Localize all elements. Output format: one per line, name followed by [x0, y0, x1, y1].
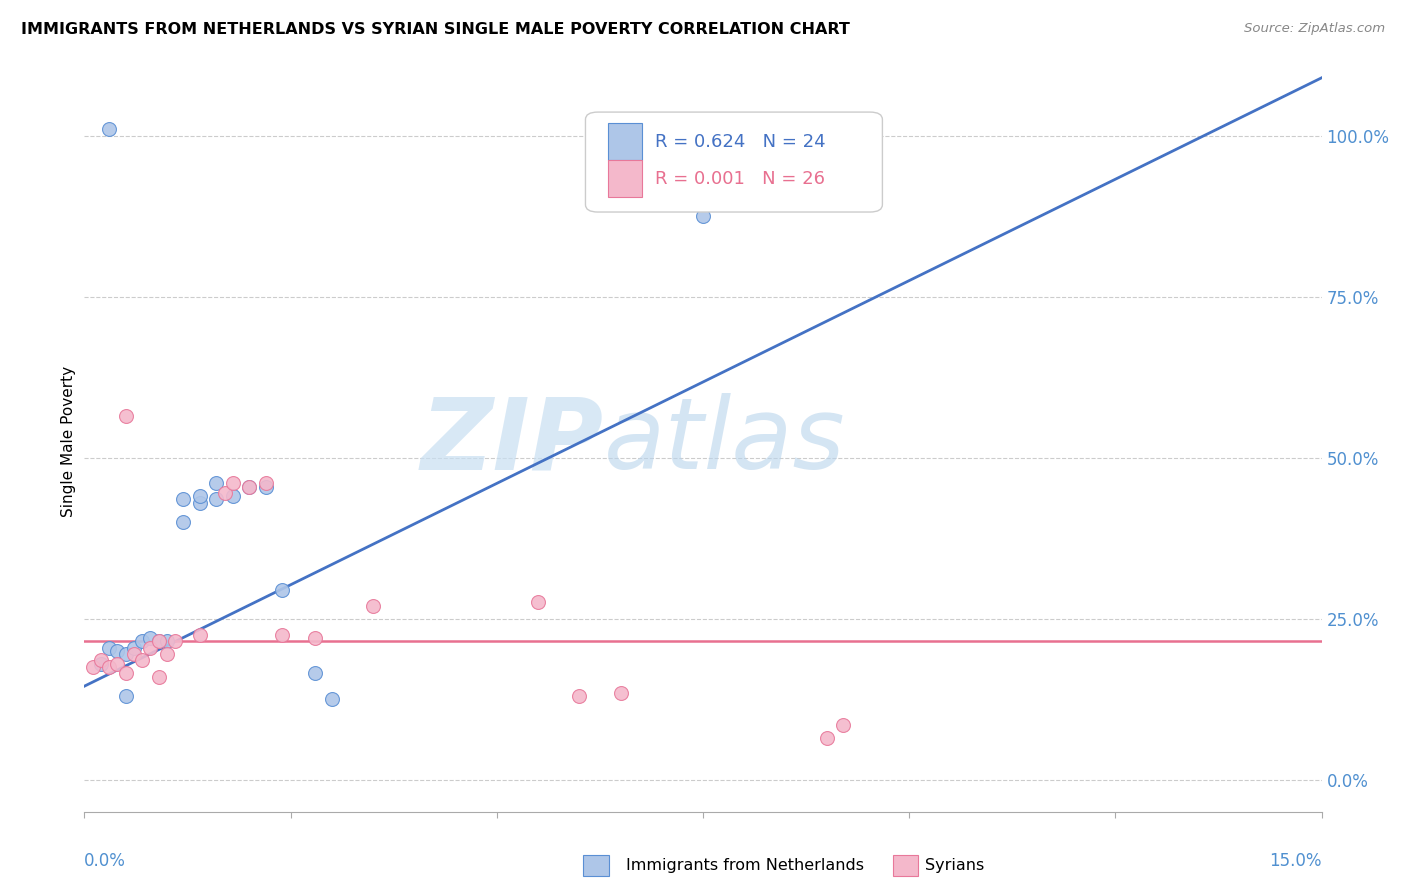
Point — [692, 209, 714, 223]
Point — [361, 599, 384, 613]
Point — [90, 653, 112, 667]
Point — [148, 634, 170, 648]
Point — [131, 653, 153, 667]
Point — [609, 685, 631, 699]
Text: R = 0.624   N = 24: R = 0.624 N = 24 — [655, 133, 825, 151]
Point — [114, 689, 136, 703]
Point — [254, 480, 277, 494]
Point — [139, 631, 162, 645]
Point — [172, 492, 194, 507]
Text: Syrians: Syrians — [925, 858, 984, 872]
Point — [205, 476, 228, 491]
Point — [222, 489, 245, 503]
Point — [254, 476, 277, 491]
Point — [114, 409, 136, 423]
Bar — [607, 161, 643, 197]
Point — [98, 640, 121, 655]
Point — [105, 657, 128, 671]
Point — [222, 476, 245, 491]
Point — [188, 496, 211, 510]
Point — [832, 718, 855, 732]
Point — [815, 731, 838, 745]
Point — [205, 492, 228, 507]
Point — [98, 122, 121, 136]
Point — [568, 689, 591, 703]
Point — [165, 634, 187, 648]
Point — [304, 631, 326, 645]
Point — [238, 480, 260, 494]
Point — [105, 644, 128, 658]
Point — [172, 515, 194, 529]
Text: atlas: atlas — [605, 393, 845, 490]
FancyBboxPatch shape — [585, 112, 883, 212]
Point — [122, 640, 145, 655]
Point — [148, 634, 170, 648]
Point — [188, 628, 211, 642]
Point — [98, 660, 121, 674]
Point — [156, 634, 179, 648]
Point — [82, 660, 104, 674]
Point — [90, 657, 112, 671]
Point — [114, 647, 136, 661]
Point — [304, 666, 326, 681]
Text: Source: ZipAtlas.com: Source: ZipAtlas.com — [1244, 22, 1385, 36]
Text: R = 0.001   N = 26: R = 0.001 N = 26 — [655, 169, 825, 187]
Text: 15.0%: 15.0% — [1270, 853, 1322, 871]
Point — [188, 489, 211, 503]
Point — [139, 640, 162, 655]
Point — [148, 669, 170, 683]
Point — [131, 634, 153, 648]
Point — [321, 692, 343, 706]
Text: IMMIGRANTS FROM NETHERLANDS VS SYRIAN SINGLE MALE POVERTY CORRELATION CHART: IMMIGRANTS FROM NETHERLANDS VS SYRIAN SI… — [21, 22, 851, 37]
Point — [114, 666, 136, 681]
Point — [238, 480, 260, 494]
Point — [271, 582, 294, 597]
Point — [214, 486, 236, 500]
Text: 0.0%: 0.0% — [84, 853, 127, 871]
Point — [156, 647, 179, 661]
Text: ZIP: ZIP — [420, 393, 605, 490]
Point — [122, 647, 145, 661]
Text: Immigrants from Netherlands: Immigrants from Netherlands — [626, 858, 863, 872]
Bar — [607, 123, 643, 161]
Point — [527, 595, 550, 609]
Y-axis label: Single Male Poverty: Single Male Poverty — [60, 366, 76, 517]
Point — [271, 628, 294, 642]
